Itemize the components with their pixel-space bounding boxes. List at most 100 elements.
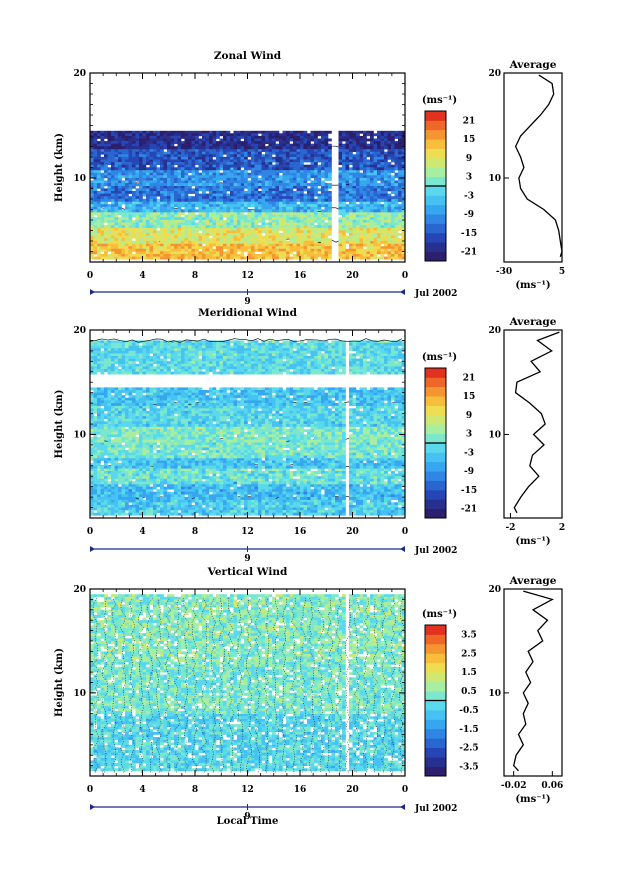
- heatmap-cell: [240, 219, 245, 223]
- heatmap-cell: [265, 217, 269, 221]
- heatmap-cell: [387, 185, 392, 189]
- heatmap-cell: [121, 243, 126, 247]
- heatmap-cell: [135, 204, 140, 208]
- heatmap-cell: [247, 227, 252, 231]
- heatmap-cell: [345, 214, 350, 218]
- heatmap-cell: [342, 246, 346, 250]
- heatmap-cell: [314, 201, 318, 205]
- heatmap-cell: [377, 230, 381, 234]
- heatmap-cell: [219, 143, 224, 147]
- heatmap-cell: [272, 243, 276, 247]
- heatmap-cell: [184, 201, 189, 205]
- heatmap-cell: [366, 246, 371, 250]
- heatmap-cell: [387, 149, 392, 152]
- heatmap-cell: [338, 149, 343, 152]
- heatmap-cell: [307, 191, 311, 194]
- heatmap-cell: [251, 138, 255, 142]
- heatmap-cell: [198, 196, 203, 200]
- heatmap-cell: [237, 141, 241, 144]
- heatmap-cell: [146, 156, 150, 160]
- heatmap-cell: [342, 209, 346, 213]
- heatmap-cell: [149, 227, 154, 231]
- heatmap-cell: [387, 230, 392, 234]
- heatmap-cell: [328, 159, 332, 163]
- heatmap-cell: [254, 183, 259, 186]
- heatmap-cell: [254, 204, 259, 208]
- heatmap-cell: [167, 235, 171, 239]
- heatmap-cell: [121, 230, 126, 234]
- heatmap-cell: [254, 206, 259, 210]
- heatmap-cell: [191, 243, 196, 247]
- heatmap-cell: [321, 180, 325, 184]
- heatmap-cell: [240, 159, 245, 163]
- heatmap-cell: [149, 217, 154, 221]
- heatmap-cell: [146, 193, 150, 197]
- heatmap-cell: [398, 183, 402, 186]
- heatmap-cell: [153, 196, 157, 200]
- heatmap-cell: [167, 193, 171, 197]
- heatmap-cell: [363, 141, 367, 144]
- heatmap-cell: [317, 141, 322, 144]
- heatmap-cell: [163, 212, 168, 215]
- heatmap-cell: [286, 248, 290, 252]
- heatmap-cell: [359, 227, 364, 231]
- heatmap-cell: [209, 185, 213, 189]
- heatmap-cell: [121, 240, 126, 244]
- heatmap-cell: [401, 227, 406, 231]
- heatmap-cell: [188, 135, 192, 139]
- heatmap-cell: [226, 217, 231, 221]
- heatmap-cell: [251, 235, 255, 239]
- heatmap-cell: [198, 222, 203, 226]
- heatmap-cell: [132, 225, 136, 228]
- heatmap-cell: [254, 146, 259, 150]
- heatmap-cell: [380, 217, 385, 221]
- heatmap-cell: [205, 162, 210, 165]
- heatmap-cell: [303, 164, 308, 168]
- heatmap-cell: [135, 246, 140, 250]
- heatmap-cell: [198, 198, 203, 202]
- heatmap-cell: [338, 188, 343, 192]
- heatmap-cell: [282, 146, 287, 150]
- heatmap-cell: [209, 251, 213, 255]
- heatmap-cell: [121, 233, 126, 236]
- heatmap-cell: [310, 159, 315, 163]
- heatmap-cell: [356, 191, 360, 194]
- heatmap-cell: [135, 254, 140, 257]
- heatmap-cell: [237, 243, 241, 247]
- heatmap-cell: [345, 133, 350, 137]
- heatmap-cell: [142, 164, 147, 168]
- heatmap-cell: [349, 217, 353, 221]
- heatmap-cell: [272, 246, 276, 250]
- heatmap-cell: [258, 233, 262, 236]
- heatmap-cell: [289, 214, 294, 218]
- heatmap-cell: [289, 135, 294, 139]
- heatmap-cell: [125, 227, 129, 231]
- heatmap-cell: [279, 162, 283, 165]
- heatmap-cell: [258, 167, 262, 171]
- heatmap-cell: [149, 248, 154, 252]
- heatmap-cell: [177, 130, 182, 134]
- heatmap-cell: [352, 240, 357, 244]
- heatmap-cell: [153, 172, 157, 176]
- heatmap-cell: [394, 212, 399, 215]
- heatmap-cell: [391, 204, 395, 208]
- heatmap-cell: [93, 156, 98, 160]
- heatmap-cell: [314, 225, 318, 228]
- heatmap-cell: [310, 151, 315, 155]
- heatmap-cell: [275, 180, 280, 184]
- heatmap-cell: [398, 159, 402, 163]
- heatmap-cell: [114, 198, 119, 202]
- heatmap-cell: [146, 170, 150, 173]
- heatmap-cell: [314, 135, 318, 139]
- heatmap-cell: [146, 151, 150, 155]
- heatmap-cell: [219, 146, 224, 150]
- heatmap-cell: [384, 256, 388, 260]
- heatmap-cell: [345, 222, 350, 226]
- heatmap-cell: [135, 156, 140, 160]
- heatmap-cell: [146, 246, 150, 250]
- heatmap-cell: [380, 143, 385, 147]
- heatmap-cell: [181, 251, 185, 255]
- heatmap-cell: [359, 154, 364, 158]
- heatmap-cell: [233, 170, 238, 173]
- heatmap-cell: [97, 217, 101, 221]
